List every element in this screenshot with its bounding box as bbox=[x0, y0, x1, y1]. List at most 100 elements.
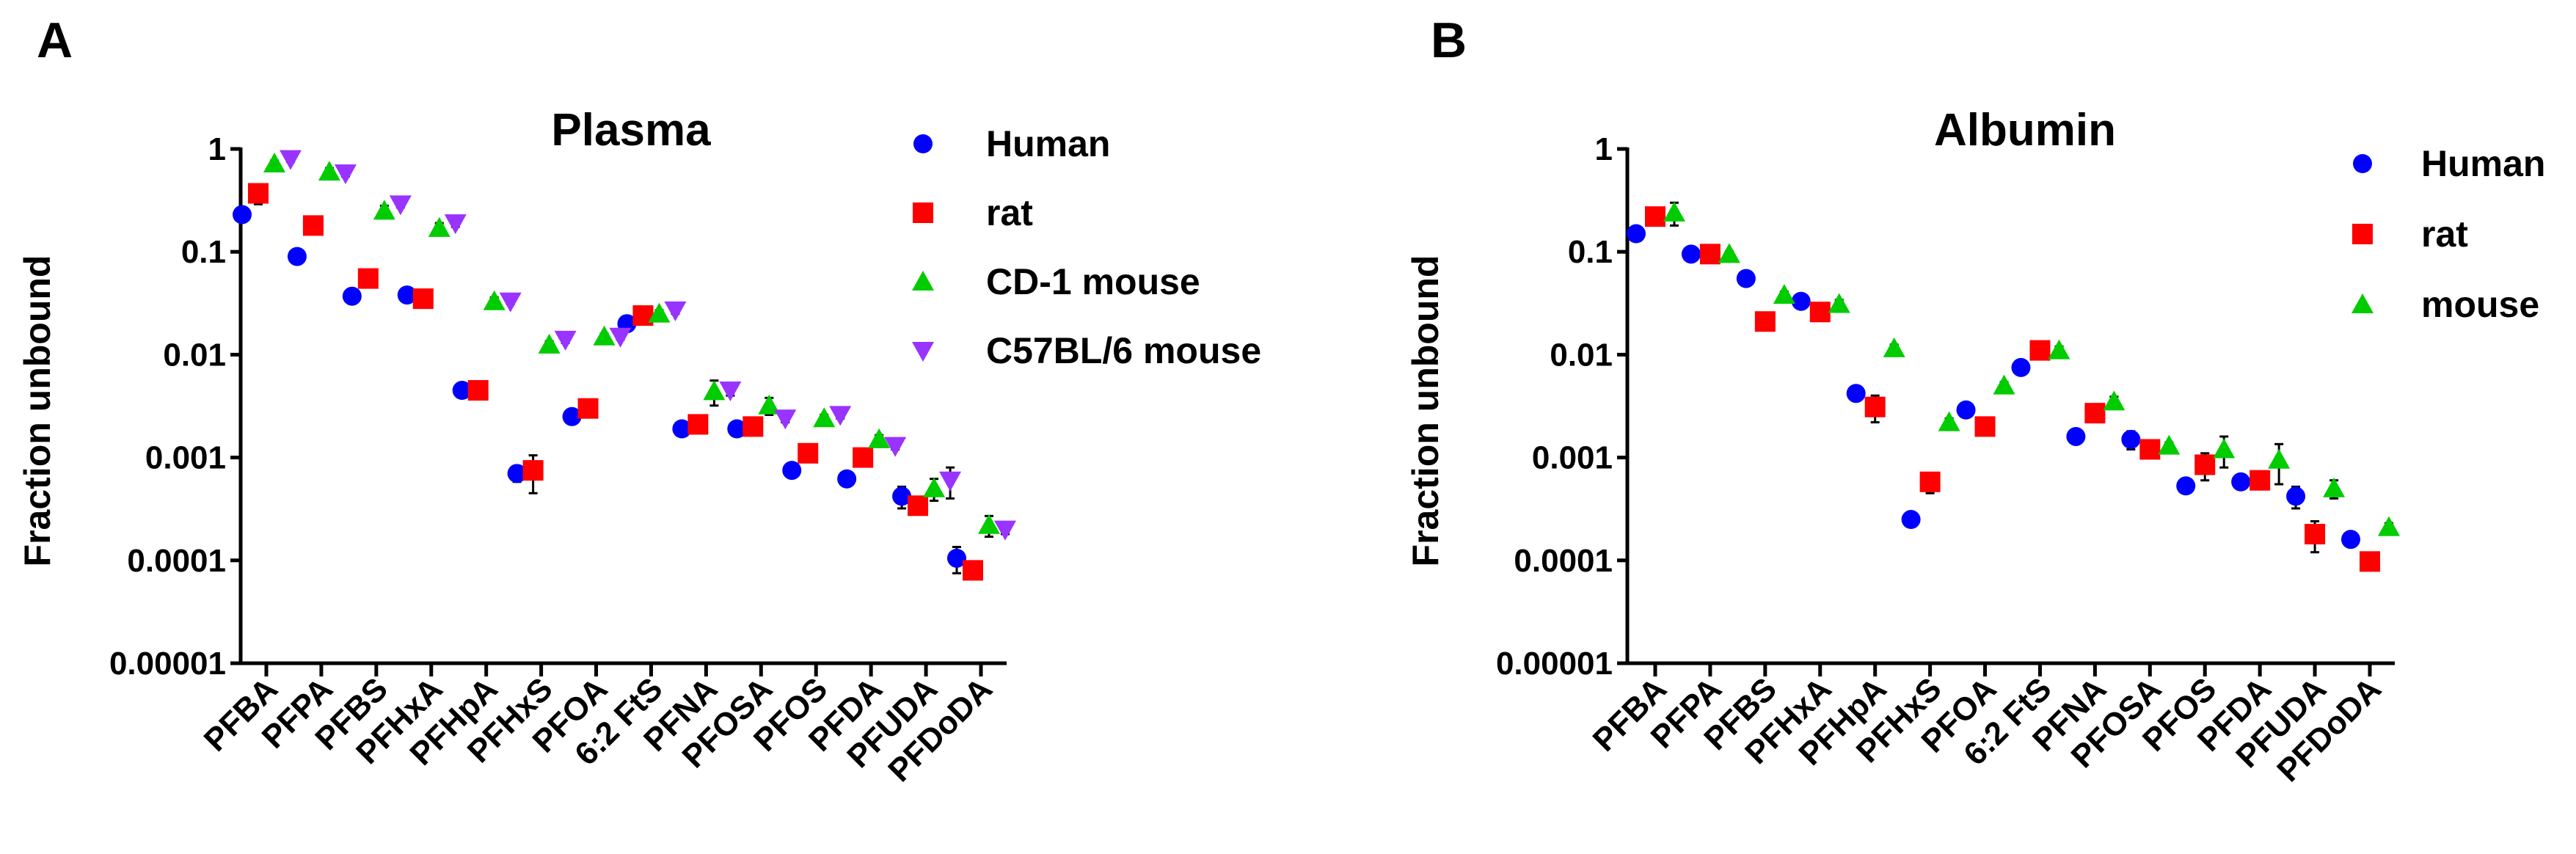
point-rat-pfhxs bbox=[522, 460, 544, 481]
point-human-pfbs bbox=[1736, 269, 1756, 288]
y-tick-label: 0.001 bbox=[145, 440, 226, 476]
point-cd-1-mouse-pfhpa bbox=[483, 290, 506, 310]
y-tick-label: 0.1 bbox=[1568, 234, 1613, 270]
point-c57bl-6-mouse-pfosa bbox=[774, 409, 797, 430]
point-rat-pfda bbox=[2250, 470, 2271, 491]
y-tick-label: 1 bbox=[1595, 131, 1613, 167]
point-human-pfhxa bbox=[397, 285, 417, 305]
panel-b-albumin: B Albumin Fraction unbound 1 0.1 0.01 0.001… bbox=[1405, 12, 2545, 789]
point-c57bl-6-mouse-pfoa bbox=[609, 327, 632, 348]
point-c57bl-6-mouse-6-2-fts bbox=[664, 301, 687, 321]
point-c57bl-6-mouse-pfdoda bbox=[994, 520, 1016, 541]
point-cd-1-mouse-pfoa bbox=[593, 325, 616, 346]
point-c57bl-6-mouse-pfuda bbox=[939, 471, 962, 492]
point-c57bl-6-mouse-pfpa bbox=[334, 164, 357, 185]
legend-marker-human bbox=[2353, 154, 2372, 173]
y-tick-label: 0.001 bbox=[1532, 440, 1613, 476]
legend-marker-human bbox=[913, 134, 933, 153]
point-human-pfosa bbox=[2121, 429, 2141, 449]
point-human-pfuda bbox=[892, 486, 912, 506]
point-cd-1-mouse-pfna bbox=[703, 380, 726, 401]
point-rat-pfna bbox=[687, 414, 709, 435]
legend-marker-rat bbox=[2352, 224, 2373, 244]
legend-label: C57BL/6 mouse bbox=[986, 330, 1261, 371]
panel-letter-a: A bbox=[37, 12, 73, 68]
point-mouse-pfosa bbox=[2158, 434, 2181, 455]
point-rat-pfbs bbox=[1754, 311, 1776, 332]
point-human-pfdoda bbox=[2341, 530, 2360, 550]
point-human-pfoa bbox=[562, 406, 582, 426]
point-cd-1-mouse-6-2-fts bbox=[648, 302, 671, 323]
point-rat-pfosa bbox=[2139, 439, 2161, 460]
point-cd-1-mouse-pfhxs bbox=[538, 333, 561, 354]
point-human-pfdoda bbox=[947, 548, 966, 568]
point-human-pfuda bbox=[2286, 486, 2306, 506]
point-rat-pfoa bbox=[577, 398, 599, 419]
y-tick-label: 1 bbox=[208, 131, 226, 167]
y-tick-label: 0.01 bbox=[163, 337, 226, 373]
point-human-pfda bbox=[837, 469, 857, 489]
point-rat-pfoa bbox=[1974, 416, 1996, 437]
y-tick-label: 0.0001 bbox=[1514, 543, 1613, 579]
point-c57bl-6-mouse-pfbs bbox=[389, 195, 412, 216]
point-human-pfhxs bbox=[1901, 510, 1921, 530]
legend: Human rat CD-1 mouse C57BL/6 mouse bbox=[912, 123, 1261, 371]
legend-marker-c57bl-6-mouse bbox=[912, 342, 934, 362]
chart-title: Albumin bbox=[1934, 105, 2116, 156]
point-c57bl-6-mouse-pfhpa bbox=[499, 292, 522, 313]
legend-marker-rat bbox=[913, 202, 933, 223]
point-mouse-pfdoda bbox=[2378, 516, 2400, 536]
chart-title: Plasma bbox=[551, 105, 711, 156]
point-rat-pfuda bbox=[908, 495, 929, 517]
point-cd-1-mouse-pfuda bbox=[923, 477, 946, 497]
point-human-pfpa bbox=[1681, 244, 1701, 264]
point-mouse-pfoa bbox=[1993, 374, 2015, 395]
point-mouse-pfpa bbox=[1718, 243, 1740, 263]
point-human-pfpa bbox=[287, 247, 307, 266]
y-tick-label: 0.1 bbox=[181, 234, 226, 270]
y-axis-title: Fraction unbound bbox=[1405, 255, 1446, 567]
point-rat-pfhxa bbox=[412, 288, 434, 310]
legend-marker-cd-1-mouse bbox=[912, 271, 934, 291]
point-rat-pfosa bbox=[742, 416, 764, 437]
point-human-pfos bbox=[782, 461, 802, 481]
point-human-pfhpa bbox=[1846, 384, 1866, 404]
legend: Human rat mouse bbox=[2351, 143, 2545, 325]
point-rat-pfpa bbox=[1699, 244, 1721, 265]
point-rat-pfba bbox=[1645, 206, 1665, 227]
point-mouse-pfna bbox=[2103, 390, 2126, 411]
y-tick-label: 0.01 bbox=[1550, 337, 1613, 373]
y-tick-label: 0.0001 bbox=[127, 543, 226, 579]
legend-label: CD-1 mouse bbox=[986, 261, 1200, 302]
point-human-pfhpa bbox=[452, 381, 472, 401]
point-cd-1-mouse-pfda bbox=[868, 428, 891, 448]
point-human-pfba bbox=[1627, 224, 1646, 244]
legend-label: Human bbox=[986, 123, 1110, 164]
point-mouse-pfhxs bbox=[1938, 411, 1960, 431]
point-cd-1-mouse-pfba bbox=[263, 153, 285, 173]
point-rat-pfos bbox=[2194, 454, 2216, 475]
point-mouse-pfhpa bbox=[1883, 337, 1905, 357]
point-rat-6-2-fts bbox=[632, 305, 654, 326]
point-human-pfbs bbox=[342, 286, 362, 306]
data-marks bbox=[233, 150, 1016, 581]
legend-marker-mouse bbox=[2351, 293, 2374, 313]
panel-a-plasma: A Plasma Fraction unbound 1 0.1 0.01 0.001 0… bbox=[17, 12, 1261, 789]
point-c57bl-6-mouse-pfda bbox=[884, 437, 907, 457]
point-human-pfda bbox=[2231, 472, 2251, 492]
point-rat-pfpa bbox=[302, 215, 324, 236]
point-cd-1-mouse-pfpa bbox=[318, 161, 340, 181]
point-cd-1-mouse-pfosa bbox=[758, 394, 781, 415]
point-rat-6-2-fts bbox=[2029, 340, 2051, 361]
y-axis-title: Fraction unbound bbox=[17, 255, 58, 567]
point-mouse-pfos bbox=[2213, 438, 2236, 459]
point-rat-pfuda bbox=[2305, 524, 2326, 545]
point-c57bl-6-mouse-pfhxa bbox=[444, 214, 467, 235]
point-human-pfna bbox=[2066, 426, 2086, 446]
legend-label: rat bbox=[2421, 213, 2468, 255]
point-human-pfna bbox=[672, 419, 692, 439]
point-mouse-pfhxa bbox=[1828, 293, 1850, 313]
point-rat-pfos bbox=[798, 442, 819, 464]
point-rat-pfhpa bbox=[1864, 396, 1886, 417]
